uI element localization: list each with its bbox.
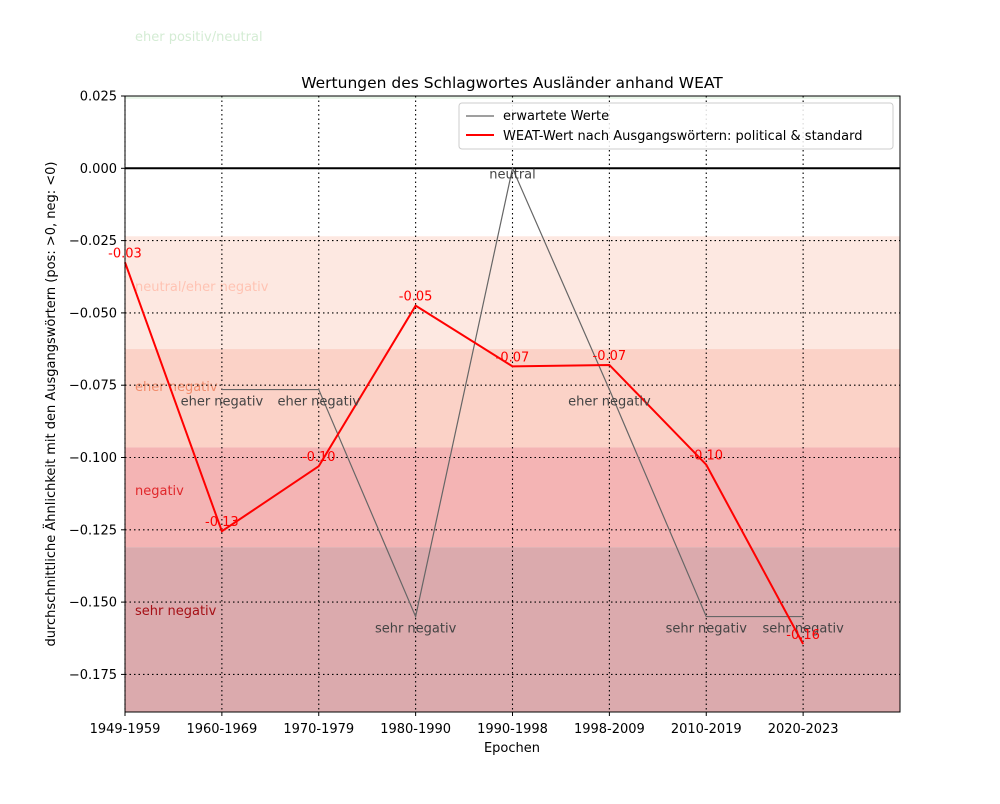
series-line-1 [124, 261, 805, 645]
weat-value-label-7: -0.16 [786, 628, 820, 643]
expected-label-2: eher negativ [277, 395, 360, 410]
y-tick-label-1: 0.000 [80, 162, 117, 177]
chart-title: Wertungen des Schlagwortes Ausländer anh… [301, 74, 723, 92]
expected-label-6: sehr negativ [666, 622, 748, 637]
x-axis: 1949-1959 1960-1969 1970-1979 1980-1990 1990… [90, 712, 839, 737]
x-tick-label-5: 1998-2009 [574, 722, 645, 737]
x-axis-label: Epochen [484, 741, 540, 756]
band-labels: eher positiv/neutral neutral/eher negativ… [135, 30, 269, 619]
legend-label-weat: WEAT-Wert nach Ausgangswörtern: politica… [503, 129, 862, 144]
x-tick-label-0: 1949-1959 [90, 722, 161, 737]
y-tick-label-6: −0.125 [69, 523, 117, 538]
band-label-4: sehr negativ [135, 604, 217, 619]
weat-value-label-2: -0.10 [302, 450, 336, 465]
expected-label-3: sehr negativ [375, 622, 457, 637]
band-label-3: negativ [135, 484, 184, 499]
y-axis: 0.025 0.000 −0.025 −0.050 −0.075 −0.100 −0.125… [69, 90, 125, 683]
band-label-2: eher negativ [135, 380, 218, 395]
x-tick-label-4: 1990-1998 [477, 722, 548, 737]
weat-value-label-3: -0.05 [399, 290, 433, 305]
x-tick-label-7: 2020-2023 [768, 722, 839, 737]
x-tick-label-3: 1980-1990 [380, 722, 451, 737]
expected-label-7: sehr negativ [762, 622, 844, 637]
legend-box [458, 102, 894, 150]
weat-value-label-5: -0.07 [593, 349, 627, 364]
weat-value-label-1: -0.13 [205, 515, 239, 530]
x-tick-label-1: 1960-1969 [186, 722, 257, 737]
y-tick-label-2: −0.025 [69, 234, 117, 249]
weat-value-label-4: -0.07 [496, 350, 530, 365]
expected-label-5: eher negativ [568, 395, 651, 410]
band-label-1: neutral/eher negativ [135, 280, 269, 295]
band-label-0: eher positiv/neutral [135, 30, 263, 45]
x-tick-label-2: 1970-1979 [283, 722, 354, 737]
y-tick-label-3: −0.050 [69, 306, 117, 321]
y-tick-label-5: −0.100 [69, 451, 117, 466]
legend: erwartete Werte WEAT-Wert nach Ausgangsw… [458, 102, 894, 150]
x-tick-label-6: 2010-2019 [671, 722, 742, 737]
y-tick-label-4: −0.075 [69, 379, 117, 394]
expected-label-4: neutral [489, 167, 536, 182]
y-tick-label-7: −0.150 [69, 596, 117, 611]
y-tick-label-0: 0.025 [80, 90, 117, 105]
y-axis-label: durchschnittliche Ähnlichkeit mit den Au… [43, 161, 59, 646]
legend-label-expected: erwartete Werte [503, 109, 609, 124]
weat-value-label-6: -0.10 [689, 449, 723, 464]
band-4 [125, 547, 900, 712]
expected-label-1: eher negativ [181, 395, 264, 410]
y-tick-label-8: −0.175 [69, 668, 117, 683]
series-line-0 [221, 166, 804, 619]
series-lines [124, 166, 805, 645]
